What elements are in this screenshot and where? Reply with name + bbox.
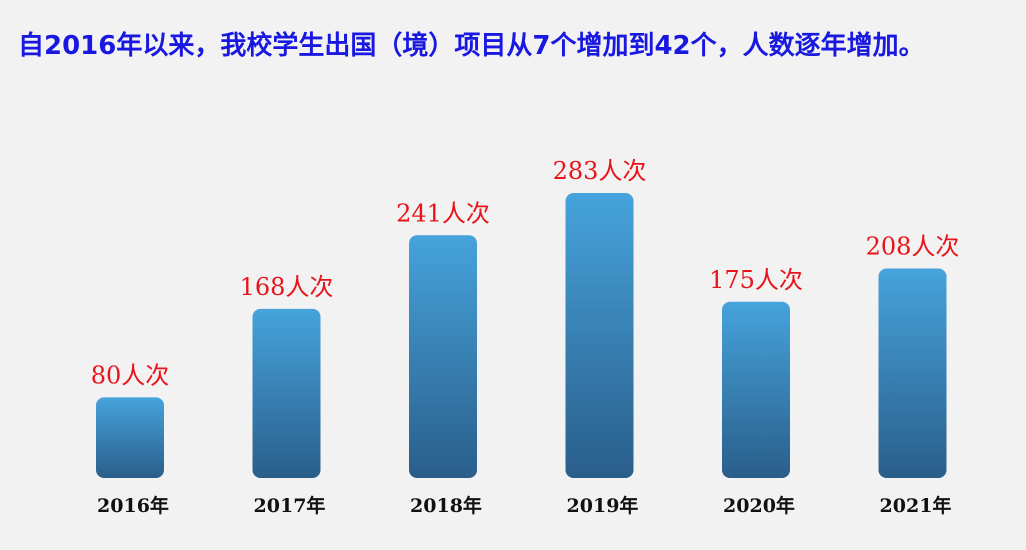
data-label-5: 175人次 [709,266,803,294]
x-tick-label-5: 2020年 [723,494,795,517]
bar-3 [409,235,477,478]
bars-group [96,193,947,478]
x-tick-label-2: 2017年 [254,494,326,517]
data-label-1: 80人次 [91,361,170,389]
headline: 自2016年以来，我校学生出国（境）项目从7个增加到42个，人数逐年增加。 [18,31,925,61]
data-label-4: 283人次 [553,157,647,185]
bar-5 [722,301,790,478]
x-tick-label-6: 2021年 [880,494,952,517]
data-label-6: 208人次 [866,233,960,261]
bar-1 [96,397,164,478]
data-labels-group: 80人次 168人次 241人次 283人次 175人次 208人次 [91,157,960,389]
x-tick-label-1: 2016年 [97,494,169,517]
bar-2 [252,308,321,478]
data-label-2: 168人次 [240,273,334,301]
bar-6 [878,268,947,478]
x-tick-label-3: 2018年 [410,494,482,517]
bar-4 [565,193,634,478]
data-label-3: 241人次 [396,199,490,227]
x-tick-label-4: 2019年 [567,494,639,517]
x-tick-labels-group: 2016年 2017年 2018年 2019年 2020年 2021年 [97,494,951,517]
